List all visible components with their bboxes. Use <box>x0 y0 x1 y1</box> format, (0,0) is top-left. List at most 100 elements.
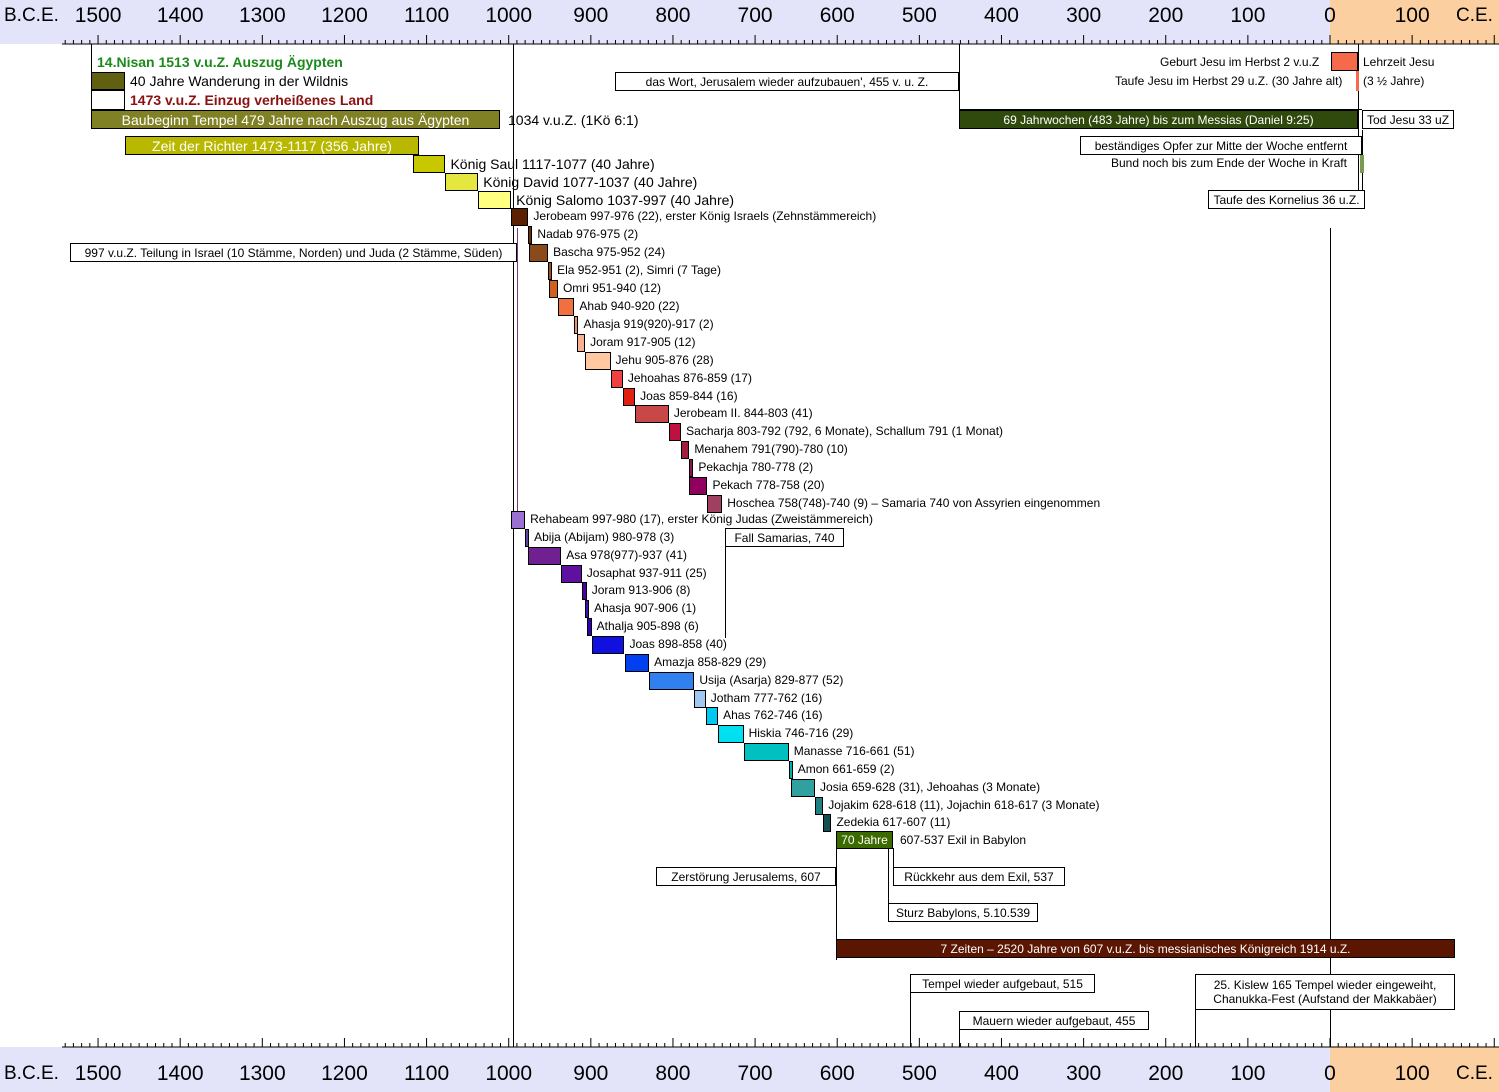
exile-bar: 70 Jahre <box>836 831 893 849</box>
israel-king-label: Omri 951-940 (12) <box>562 280 662 295</box>
israel-king-label: Jerobeam 997-976 (22), erster König Isra… <box>533 209 877 223</box>
bottom-tick-label: 700 <box>737 1062 773 1085</box>
israel-king-bar <box>707 495 723 514</box>
bottom-tick-label: 300 <box>1066 1062 1102 1085</box>
line-year-0 <box>1330 228 1331 1047</box>
top-tick-label: 300 <box>1066 4 1102 27</box>
kislev-line-2: Chanukka-Fest (Aufstand der Makkabäer) <box>1213 992 1437 1006</box>
walls-rebuilt-box: Mauern wieder aufgebaut, 455 <box>959 1011 1149 1030</box>
judah-king-bar <box>527 546 562 565</box>
bottom-tick-label: 600 <box>819 1062 855 1085</box>
israel-king-bar <box>689 477 708 496</box>
bottom-tick-label: 100 <box>1230 1062 1266 1085</box>
covenant-bar <box>1360 155 1364 173</box>
line-515 <box>910 990 911 1047</box>
top-tick-label: 1100 <box>403 4 450 27</box>
judah-king-label: Amazja 858-829 (29) <box>654 654 767 669</box>
judah-king-label: Ahasja 907-906 (1) <box>594 601 697 616</box>
judah-king-bar <box>581 582 587 601</box>
bottom-tick-label: 900 <box>573 1062 609 1085</box>
israel-king-label: Jehu 905-876 (28) <box>615 352 714 367</box>
top-tick-label: 500 <box>901 4 937 27</box>
bottom-tick-label: 1400 <box>156 1062 204 1085</box>
bottom-tick-label: 1000 <box>485 1062 533 1085</box>
judah-king-label: Josaphat 937-911 (25) <box>586 565 707 580</box>
israel-king-label: Jerobeam II. 844-803 (41) <box>673 406 813 421</box>
israel-king-bar <box>574 315 579 334</box>
judah-king-label: Hiskia 746-716 (29) <box>748 726 854 741</box>
covenant-label: Bund noch bis zum Ende der Woche in Kraf… <box>1111 156 1347 170</box>
top-tick-label: 1400 <box>156 4 204 27</box>
israel-king-label: Menahem 791(790)-780 (10) <box>694 442 848 457</box>
judah-king-bar <box>591 635 625 654</box>
bottom-tick-label: 100 <box>1394 1062 1430 1085</box>
united-king-label: König David 1077-1037 (40 Jahre) <box>483 174 698 190</box>
judah-king-bar <box>823 814 832 833</box>
judah-king-label: Zedekia 617-607 (11) <box>836 815 951 830</box>
top-tick-label: 1000 <box>485 4 533 27</box>
israel-king-label: Joas 859-844 (16) <box>640 388 738 403</box>
top-tick-label: 400 <box>983 4 1019 27</box>
judah-king-bar <box>743 743 789 762</box>
israel-king-bar <box>635 405 669 424</box>
bottom-tick-label: 1200 <box>321 1062 368 1085</box>
top-tick-label: 800 <box>655 4 691 27</box>
temple-construction-bar: Baubeginn Tempel 479 Jahre nach Auszug a… <box>91 110 500 129</box>
wilderness-bar <box>91 72 125 90</box>
israel-king-bar <box>548 279 558 298</box>
israel-king-label: Ahab 940-920 (22) <box>579 298 680 313</box>
line-1000 <box>513 44 514 1047</box>
kornelius-line <box>959 109 1362 110</box>
bottom-tick-label: 0 <box>1324 1062 1336 1085</box>
death-box: Tod Jesu 33 uZ <box>1362 110 1454 129</box>
judah-king-bar <box>788 760 793 779</box>
babylon-box: Sturz Babylons, 5.10.539 <box>888 903 1038 922</box>
judah-king-label: Abija (Abijam) 980-978 (3) <box>534 529 675 544</box>
israel-king-label: Jehoahas 876-859 (17) <box>627 370 752 385</box>
judah-king-bar <box>561 564 582 583</box>
kislev-line-1: 25. Kislew 165 Tempel wieder eingeweiht, <box>1213 978 1437 992</box>
bottom-tick-label: 400 <box>983 1062 1019 1085</box>
judah-king-label: Josia 659-628 (31), Jehoahas (3 Monate) <box>820 779 1041 794</box>
judah-king-label: Joas 898-858 (40) <box>629 636 727 651</box>
temple-reference-label: 1034 v.u.Z. (1Kö 6:1) <box>508 112 639 128</box>
top-tick-label: 1300 <box>238 4 286 27</box>
judah-king-label: Usija (Asarja) 829-877 (52) <box>699 672 844 687</box>
israel-king-label: Ahasja 919(920)-917 (2) <box>583 316 714 331</box>
top-ce-label: C.E. <box>1456 5 1493 26</box>
judah-king-bar <box>649 671 695 690</box>
judah-king-label: Athalja 905-898 (6) <box>596 619 699 634</box>
judah-king-label: Joram 913-906 (8) <box>591 583 691 598</box>
exodus-label: 14.Nisan 1513 v.u.Z. Auszug Ägypten <box>97 54 343 70</box>
judah-king-bar <box>525 528 530 547</box>
israel-king-bar <box>681 441 690 460</box>
line-decree <box>959 44 960 109</box>
united-king-bar <box>412 155 446 173</box>
ministry-label: Lehrzeit Jesu <box>1363 55 1435 69</box>
united-king-label: König Saul 1117-1077 (40 Jahre) <box>450 156 655 172</box>
israel-king-bar <box>511 208 529 226</box>
seven-times-bar: 7 Zeiten – 2520 Jahre von 607 v.u.Z. bis… <box>836 939 1455 958</box>
judah-king-bar <box>791 778 816 797</box>
ministry-bar <box>1331 52 1358 71</box>
judah-king-bar <box>511 511 526 529</box>
samaria-box: Fall Samarias, 740 <box>725 528 844 547</box>
israel-king-label: Joram 917-905 (12) <box>590 334 696 349</box>
bottom-tick-label: 800 <box>655 1062 691 1085</box>
bottom-bce-label: B.C.E. <box>4 1063 59 1084</box>
israel-king-label: Ela 952-951 (2), Simri (7 Tage) <box>557 262 721 277</box>
bottom-axis-band-bce <box>0 1047 1330 1092</box>
line-division <box>517 228 518 518</box>
judah-king-label: Asa 978(977)-937 (41) <box>566 547 687 562</box>
top-tick-label: 1200 <box>321 4 368 27</box>
united-king-bar <box>445 173 479 191</box>
judah-king-bar <box>718 725 744 744</box>
wilderness-label: 40 Jahre Wanderung in der Wildnis <box>130 73 349 89</box>
israel-king-label: Pekach 778-758 (20) <box>712 478 825 493</box>
return-box: Rückkehr aus dem Exil, 537 <box>893 867 1065 886</box>
judah-king-bar <box>815 796 824 815</box>
kornelius-box: Taufe des Kornelius 36 u.Z. <box>1208 190 1365 209</box>
israel-king-bar <box>528 225 533 244</box>
israel-king-label: Bascha 975-952 (24) <box>553 244 666 259</box>
